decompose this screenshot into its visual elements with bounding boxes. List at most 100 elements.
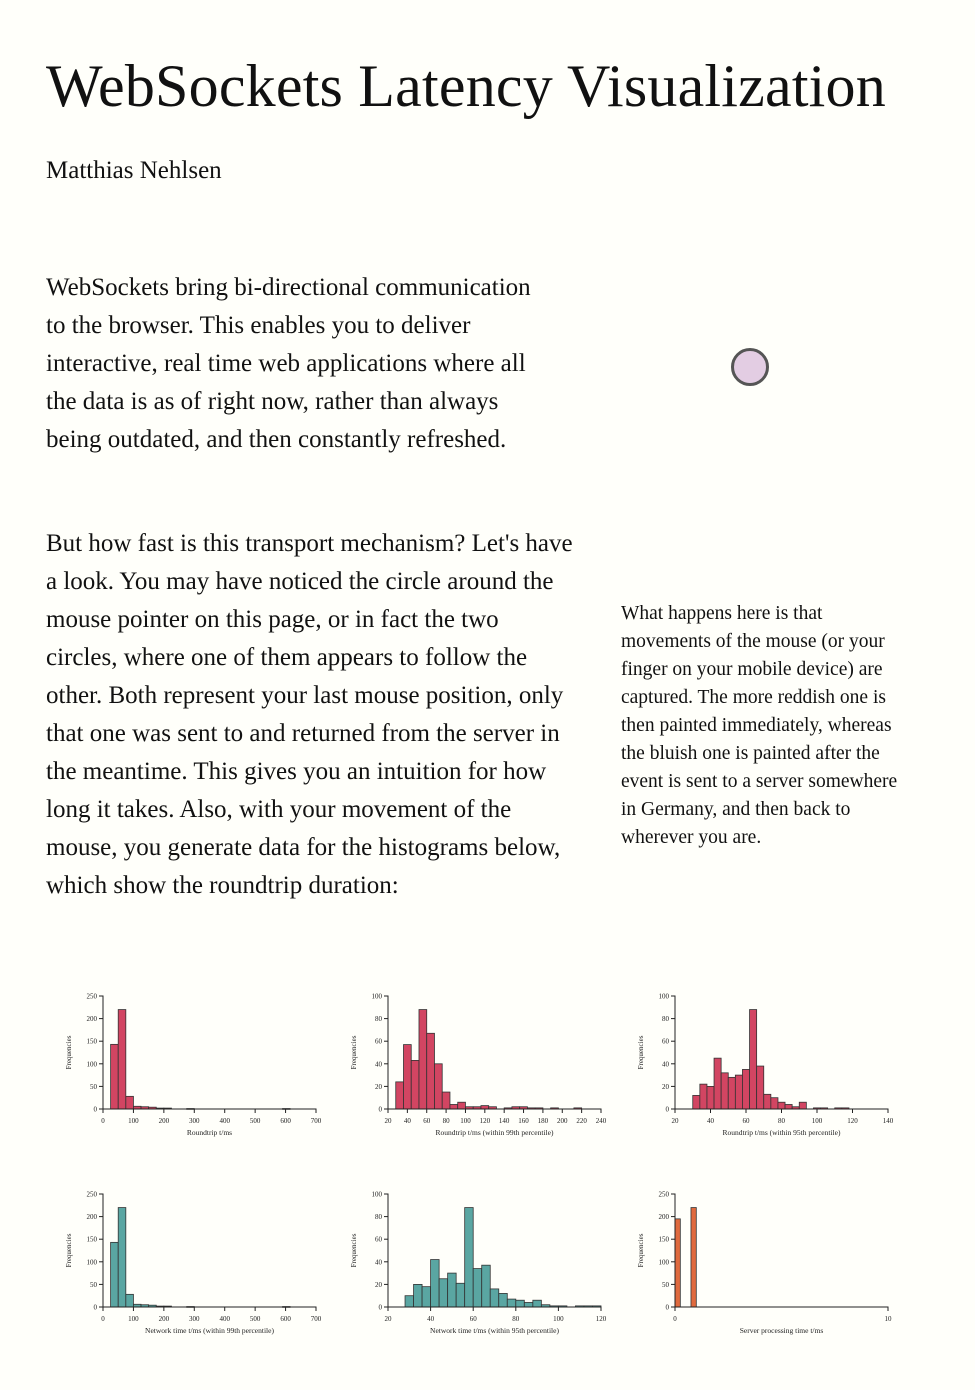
body-paragraph: But how fast is this transport mechanism… (46, 530, 573, 899)
histogram-bar (706, 1086, 715, 1110)
intro-paragraph: WebSockets bring bi-directional communic… (46, 274, 531, 453)
histogram-bar (763, 1093, 772, 1110)
histogram-svg: 0 50 100 150 200 250 0 10 Server processing time… (637, 1191, 893, 1336)
y-tick-label: 200 (87, 1015, 98, 1023)
histogram-bar (449, 1104, 459, 1110)
x-tick-label: 60 (470, 1315, 478, 1323)
x-tick-label: 500 (250, 1117, 261, 1125)
y-tick-label: 40 (662, 1060, 670, 1068)
y-tick-label: 80 (375, 1015, 383, 1023)
x-tick-label: 100 (812, 1117, 823, 1125)
y-axis-label: Frequencies (65, 1233, 73, 1267)
y-tick-label: 100 (659, 1258, 670, 1266)
y-axis-label: Frequencies (637, 1035, 645, 1069)
histogram-bar (117, 1009, 127, 1110)
x-tick-label: 700 (311, 1315, 322, 1323)
histogram-bar (498, 1293, 508, 1308)
x-tick-label: 160 (518, 1117, 529, 1125)
histogram-bar (489, 1288, 500, 1308)
histogram-bar (404, 1295, 414, 1308)
y-tick-label: 0 (666, 1304, 670, 1312)
y-axis-label: Frequencies (637, 1233, 645, 1267)
y-axis (384, 1193, 389, 1308)
x-tick-label: 120 (480, 1117, 491, 1125)
y-tick-label: 150 (87, 1236, 98, 1244)
histogram-bar (457, 1101, 466, 1110)
histogram-bar (481, 1264, 491, 1308)
histogram-svg: 0 50 100 150 200 250 0 100 200 300 400 500 600 700 Rou… (65, 993, 322, 1138)
x-axis-label: Roundtrip t/ms (within 95th percentile) (723, 1128, 841, 1137)
x-tick-label: 140 (499, 1117, 510, 1125)
x-axis (387, 1306, 602, 1311)
x-axis-label: Server processing time t/ms (740, 1326, 824, 1335)
y-tick-label: 100 (372, 993, 383, 1001)
histogram-bar (410, 1060, 420, 1110)
y-tick-label: 250 (87, 993, 98, 1001)
y-tick-label: 20 (375, 1083, 383, 1091)
histogram-bar (692, 1095, 701, 1110)
x-tick-label: 60 (743, 1117, 751, 1125)
y-tick-label: 0 (94, 1304, 98, 1312)
histogram-bar (749, 1009, 758, 1110)
histogram-bar (447, 1272, 457, 1308)
histogram-bar (403, 1044, 412, 1110)
network-95th-histogram: 0 20 40 60 80 100 20 40 60 80 100 120 Network time t… (345, 1186, 635, 1366)
y-tick-label: 250 (87, 1191, 98, 1199)
y-axis-label: Frequencies (350, 1035, 358, 1069)
y-tick-label: 40 (375, 1060, 383, 1068)
histogram-bar (125, 1095, 134, 1110)
x-tick-label: 40 (404, 1117, 412, 1125)
x-tick-label: 40 (427, 1315, 435, 1323)
histogram-bar (464, 1207, 474, 1308)
histogram-bar (798, 1101, 807, 1110)
x-tick-label: 600 (280, 1315, 291, 1323)
x-tick-label: 400 (219, 1315, 230, 1323)
histogram-bar (426, 1032, 435, 1110)
histogram-bar (430, 1259, 440, 1308)
histogram-bar (413, 1284, 423, 1308)
x-axis-label: Roundtrip t/ms (within 99th percentile) (436, 1128, 554, 1137)
x-tick-label: 0 (673, 1315, 677, 1323)
y-tick-label: 100 (659, 993, 670, 1001)
author-name: Matthias Nehlsen (46, 157, 222, 184)
x-tick-label: 60 (423, 1117, 431, 1125)
y-tick-label: 100 (87, 1258, 98, 1266)
histogram-bar (742, 1069, 750, 1110)
y-tick-label: 0 (379, 1304, 383, 1312)
x-tick-label: 500 (250, 1315, 261, 1323)
histogram-bar (110, 1043, 119, 1110)
x-tick-label: 400 (219, 1117, 230, 1125)
x-tick-label: 20 (385, 1117, 393, 1125)
x-tick-label: 0 (101, 1117, 105, 1125)
x-tick-label: 20 (385, 1315, 393, 1323)
histogram-bar (532, 1299, 542, 1308)
y-tick-label: 80 (662, 1015, 670, 1023)
x-tick-label: 80 (778, 1117, 786, 1125)
x-tick-label: 200 (159, 1315, 170, 1323)
page-title: WebSockets Latency Visualization (46, 53, 886, 119)
roundtrip-99th-histogram: 0 20 40 60 80 100 20 40 60 80 100 120 140 160 180 200 22… (345, 988, 635, 1168)
mouse-position-circle (731, 348, 769, 386)
y-axis-label: Frequencies (65, 1035, 73, 1069)
y-tick-label: 0 (379, 1106, 383, 1114)
y-tick-label: 60 (375, 1038, 383, 1046)
y-tick-label: 200 (659, 1213, 670, 1221)
x-tick-label: 240 (596, 1117, 607, 1125)
roundtrip-histogram: 0 50 100 150 200 250 0 100 200 300 400 500 600 700 Rou… (60, 988, 350, 1168)
x-tick-label: 200 (159, 1117, 170, 1125)
histogram-bar (110, 1241, 119, 1308)
histogram-bar (472, 1268, 483, 1308)
histogram-bar (784, 1104, 793, 1110)
histogram-bar (418, 1009, 428, 1110)
x-tick-label: 200 (557, 1117, 568, 1125)
histogram-bar (421, 1286, 432, 1308)
y-tick-label: 50 (90, 1281, 98, 1289)
x-tick-label: 10 (885, 1315, 893, 1323)
histogram-bar (441, 1091, 451, 1110)
y-axis (671, 1193, 676, 1308)
y-tick-label: 50 (662, 1281, 670, 1289)
histogram-bar (523, 1302, 534, 1308)
y-axis (99, 1193, 104, 1308)
histogram-bar (699, 1083, 708, 1110)
